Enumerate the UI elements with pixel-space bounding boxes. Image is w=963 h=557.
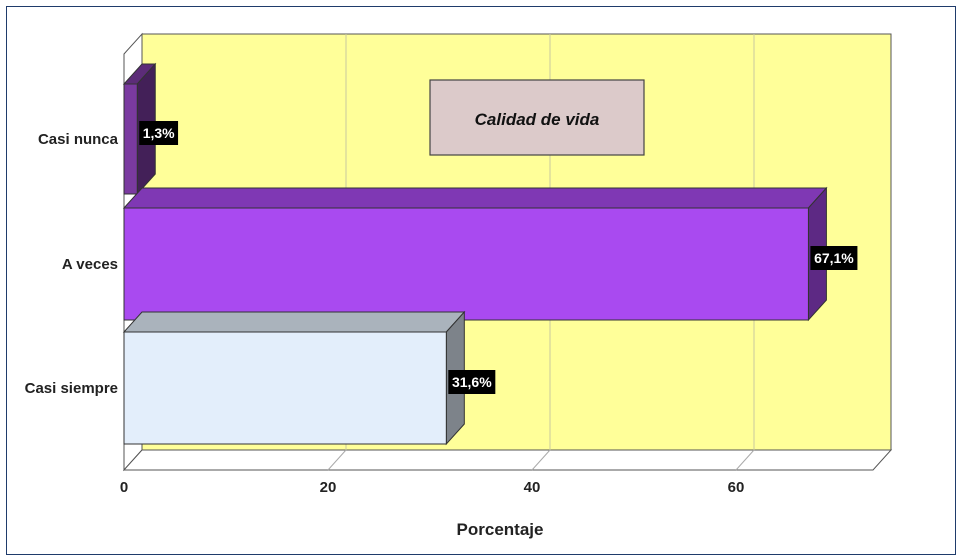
x-tick-label: 0	[120, 479, 128, 496]
bars	[122, 62, 828, 446]
category-label: Casi nunca	[38, 131, 119, 148]
x-axis-title: Porcentaje	[457, 520, 544, 539]
bar-a-veces	[122, 186, 828, 322]
floor-gridline	[735, 449, 755, 471]
data-label: 1,3%	[139, 121, 179, 145]
bar-casi-nunca	[122, 62, 157, 196]
floor-gridline	[327, 449, 347, 471]
legend-box: Calidad de vida	[429, 79, 645, 156]
legend-title: Calidad de vida	[475, 110, 600, 129]
category-label: A veces	[62, 256, 118, 273]
data-label-box	[810, 246, 858, 270]
data-label-text: 67,1%	[814, 250, 854, 266]
data-label-text: 1,3%	[143, 125, 175, 141]
floor-gridline	[531, 449, 551, 471]
floor	[122, 449, 893, 471]
bar-casi-siempre	[122, 310, 466, 446]
data-label-box	[448, 370, 496, 394]
category-label: Casi siempre	[25, 380, 118, 397]
x-tick-label: 40	[524, 479, 541, 496]
bar-top-face	[122, 311, 466, 333]
data-labels: 1,3% 67,1% 31,6%	[139, 121, 858, 394]
bar-front-face	[123, 83, 138, 195]
bar-front-face	[123, 331, 447, 445]
x-tick-label: 20	[320, 479, 337, 496]
category-labels: Casi nunca A veces Casi siempre	[25, 131, 119, 397]
data-label: 67,1%	[810, 246, 858, 270]
x-tick-labels: 0 20 40 60	[120, 479, 745, 496]
data-label-text: 31,6%	[452, 374, 492, 390]
legend-rect	[429, 79, 645, 156]
bar-top-face	[122, 187, 828, 209]
data-label: 31,6%	[448, 370, 496, 394]
data-label-box	[139, 121, 179, 145]
bar-front-face	[123, 207, 809, 321]
x-tick-label: 60	[728, 479, 745, 496]
